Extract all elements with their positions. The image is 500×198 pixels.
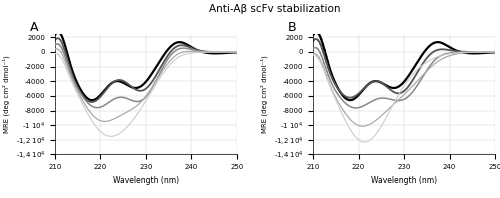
- Text: B: B: [288, 21, 296, 34]
- X-axis label: Wavelength (nm): Wavelength (nm): [371, 176, 437, 185]
- Text: Anti-Aβ scFv stabilization: Anti-Aβ scFv stabilization: [209, 4, 341, 14]
- Y-axis label: MRE (deg cm² dmol⁻¹): MRE (deg cm² dmol⁻¹): [2, 55, 10, 133]
- Text: A: A: [30, 21, 38, 34]
- X-axis label: Wavelength (nm): Wavelength (nm): [113, 176, 179, 185]
- Y-axis label: MRE (deg cm² dmol⁻¹): MRE (deg cm² dmol⁻¹): [260, 55, 268, 133]
